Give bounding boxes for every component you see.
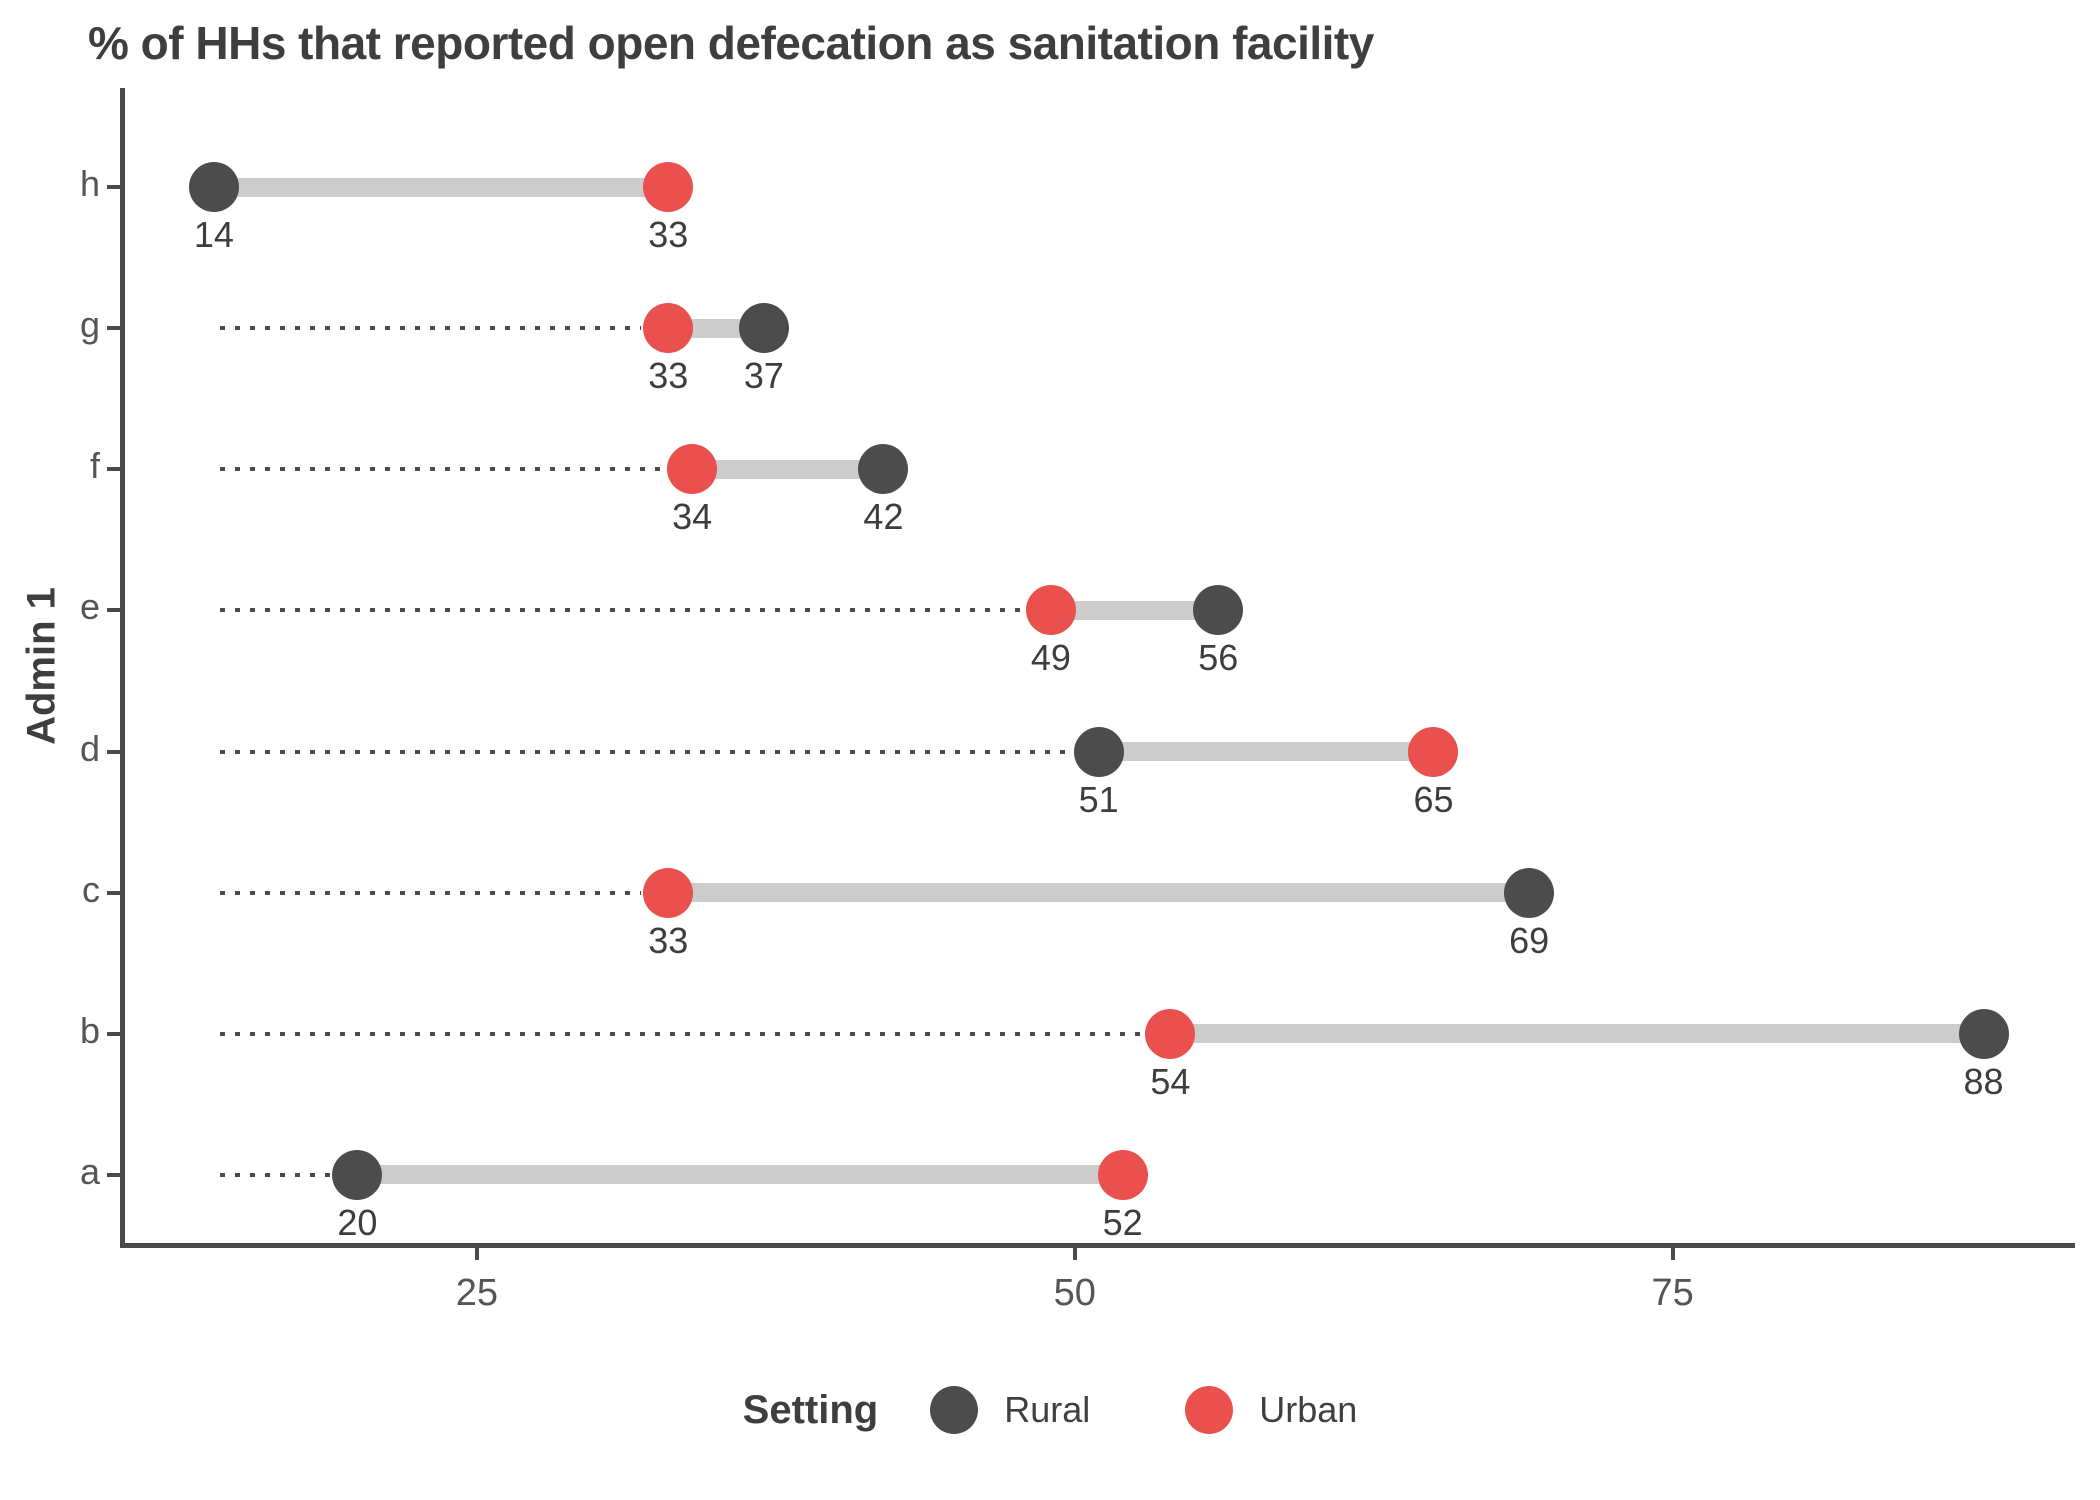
urban-point: [643, 867, 694, 918]
rural-point: [738, 303, 789, 354]
y-tick-label: e: [79, 586, 100, 628]
y-tick-label: g: [79, 304, 100, 346]
value-label: 88: [1963, 1060, 2004, 1102]
value-label: 20: [337, 1201, 378, 1243]
rural-legend-key-icon: [930, 1386, 979, 1434]
connector-bar: [1098, 742, 1434, 762]
x-tick-label: 50: [1053, 1272, 1096, 1314]
y-tick-mark: [107, 1172, 121, 1177]
y-tick-mark: [107, 749, 121, 754]
y-axis-line: [120, 88, 125, 1248]
legend: Setting Rural Urban: [0, 1386, 2100, 1434]
x-tick-mark: [1670, 1245, 1675, 1260]
rural-point: [1193, 585, 1244, 636]
value-label: 51: [1078, 778, 1119, 820]
y-tick-mark: [107, 185, 121, 189]
value-label: 65: [1413, 778, 1454, 820]
x-tick-label: 25: [455, 1272, 499, 1314]
urban-point: [667, 444, 718, 495]
value-label: 42: [863, 496, 904, 538]
value-label: 33: [648, 919, 689, 961]
urban-point: [1097, 1149, 1148, 1200]
dot-guide: [219, 749, 1072, 754]
rural-point: [1073, 726, 1124, 777]
rural-point: [1958, 1008, 2009, 1059]
urban-point: [1025, 585, 1076, 636]
connector-bar: [357, 1165, 1123, 1185]
rural-point: [858, 444, 909, 495]
urban-point: [1145, 1008, 1196, 1059]
dot-guide: [219, 608, 1024, 613]
legend-item-label: Rural: [1004, 1389, 1091, 1430]
y-tick-label: f: [89, 445, 100, 487]
y-tick-label: b: [79, 1009, 100, 1051]
y-tick-mark: [107, 326, 121, 331]
dot-guide: [219, 1172, 331, 1177]
value-label: 14: [193, 214, 234, 255]
connector-bar: [213, 177, 669, 197]
value-label: 37: [743, 355, 784, 397]
x-tick-mark: [474, 1245, 479, 1260]
connector-bar: [1050, 600, 1219, 620]
x-tick-mark: [1072, 1245, 1077, 1260]
rural-point: [188, 162, 239, 212]
y-tick-mark: [107, 1031, 121, 1036]
connector-bar: [1170, 1024, 1984, 1044]
dot-guide: [219, 326, 642, 331]
y-tick-label: d: [79, 727, 100, 769]
y-tick-mark: [107, 467, 121, 472]
rural-point: [332, 1149, 383, 1200]
dot-guide: [219, 467, 666, 472]
chart-title: % of HHs that reported open defecation a…: [88, 17, 1374, 69]
y-tick-label: c: [82, 868, 100, 910]
value-label: 54: [1150, 1060, 1191, 1102]
value-label: 52: [1102, 1201, 1143, 1243]
connector-bar: [668, 883, 1530, 903]
urban-point: [643, 303, 694, 354]
y-tick-label: h: [79, 163, 100, 204]
value-label: 34: [672, 496, 713, 538]
dot-guide: [219, 1031, 1144, 1036]
value-label: 56: [1198, 637, 1239, 679]
rural-point: [1504, 867, 1555, 918]
value-label: 33: [648, 355, 689, 397]
x-tick-label: 75: [1651, 1272, 1694, 1314]
connector-bar: [692, 459, 884, 479]
legend-title: Setting: [742, 1387, 879, 1432]
urban-point: [643, 162, 694, 212]
y-tick-mark: [107, 608, 121, 613]
urban-legend-key-icon: [1185, 1386, 1234, 1434]
y-tick-label: a: [79, 1150, 100, 1192]
value-label: 33: [648, 214, 689, 255]
legend-item-urban: Urban: [1185, 1386, 1357, 1434]
dot-guide: [219, 890, 642, 895]
legend-item-rural: Rural: [930, 1386, 1090, 1434]
legend-item-label: Urban: [1259, 1389, 1358, 1430]
value-label: 69: [1509, 919, 1550, 961]
y-tick-mark: [107, 890, 121, 895]
x-axis-line: [120, 1243, 2075, 1248]
value-label: 49: [1030, 637, 1071, 679]
urban-point: [1408, 726, 1459, 777]
